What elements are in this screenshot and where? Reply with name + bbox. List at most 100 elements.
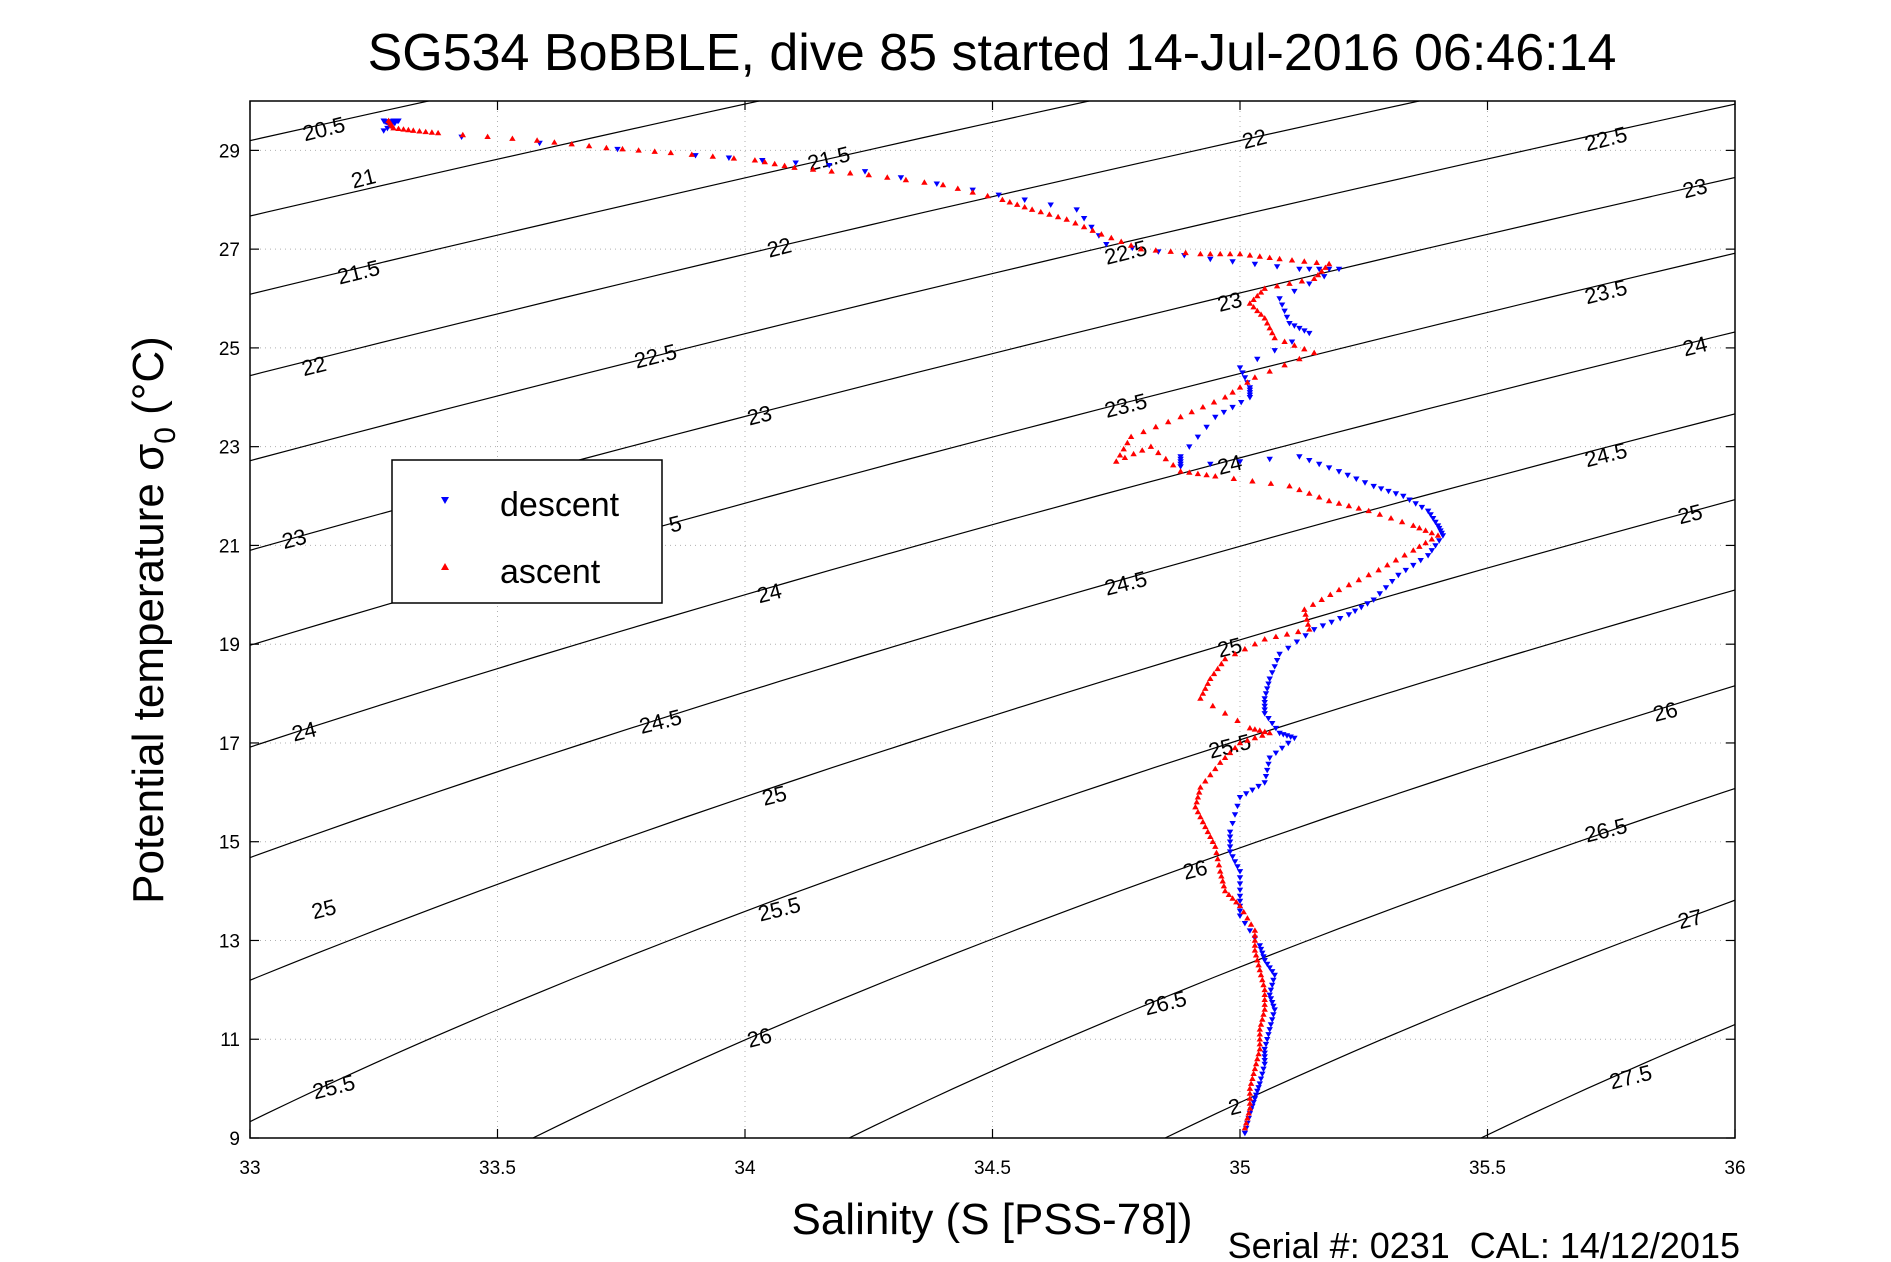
ascent-point — [751, 157, 759, 163]
ascent-point — [1375, 566, 1382, 573]
ascent-point — [1311, 349, 1318, 356]
ascent-point — [1212, 473, 1219, 479]
ascent-point — [585, 142, 593, 149]
ascent-point — [1113, 458, 1120, 464]
ascent-point — [1108, 234, 1115, 241]
ascent-point — [1244, 1115, 1251, 1121]
descent-point — [1265, 716, 1272, 722]
descent-point — [1285, 740, 1292, 747]
ascent-point — [1203, 471, 1210, 478]
ascent-point — [1322, 264, 1329, 270]
descent-point — [1316, 266, 1323, 273]
ascent-point — [1256, 1036, 1263, 1042]
ascent-point — [635, 147, 642, 153]
descent-point — [759, 158, 766, 164]
ascent-point — [1291, 342, 1298, 348]
descent-point — [1276, 651, 1283, 658]
ascent-point — [1259, 732, 1266, 738]
descent-point — [1353, 476, 1360, 482]
ascent-point — [1236, 384, 1244, 390]
ascent-point — [1240, 908, 1247, 915]
descent-point — [1236, 365, 1244, 371]
ascent-point — [1221, 754, 1229, 760]
ascent-point — [1327, 591, 1334, 597]
ascent-point — [1416, 524, 1423, 531]
descent-point — [1265, 681, 1272, 687]
descent-point — [1256, 943, 1263, 949]
ascent-point — [1303, 616, 1310, 622]
ascent-point — [1186, 469, 1193, 475]
ascent-point — [434, 129, 442, 136]
ascent-point — [1313, 259, 1320, 265]
ascent-point — [847, 170, 854, 176]
ascent-point — [1037, 208, 1044, 215]
ascent-point — [1217, 250, 1224, 257]
descent-point — [1335, 469, 1343, 475]
descent-point — [792, 160, 799, 166]
ascent-point — [410, 127, 417, 133]
descent-point — [1261, 711, 1268, 717]
ascent-point — [1261, 986, 1268, 993]
ascent-point — [1236, 902, 1244, 909]
ascent-point — [1177, 468, 1184, 474]
ascent-point — [1204, 828, 1211, 835]
ascent-point — [1197, 695, 1204, 701]
isopycnal-label: 5 — [666, 510, 684, 537]
ascent-point — [1261, 1006, 1268, 1012]
ascent-point — [1167, 248, 1174, 254]
descent-point — [1266, 676, 1273, 682]
ascent-point — [1194, 470, 1202, 477]
ascent-point — [1197, 784, 1204, 790]
descent-point — [1395, 572, 1402, 579]
descent-series — [380, 118, 1447, 1137]
ascent-point — [1241, 1124, 1249, 1131]
descent-point — [1361, 480, 1369, 486]
ascent-point — [1120, 445, 1127, 452]
descent-point — [1252, 1092, 1260, 1098]
ascent-point — [1259, 976, 1266, 983]
ascent-point — [509, 135, 516, 141]
ascent-point — [1296, 355, 1303, 362]
descent-point — [1272, 725, 1280, 732]
descent-point — [1261, 1054, 1268, 1060]
ascent-point — [1194, 794, 1202, 800]
descent-point — [1236, 875, 1244, 881]
descent-point — [1226, 844, 1234, 850]
ascent-point — [1212, 843, 1219, 849]
descent-point — [1410, 562, 1417, 569]
ascent-point — [1246, 1095, 1254, 1101]
ascent-point — [1210, 670, 1218, 677]
ascent-point — [1243, 1120, 1250, 1126]
descent-point — [1231, 859, 1239, 865]
ascent-point — [1301, 258, 1308, 264]
ascent-point — [1118, 238, 1125, 244]
ascent-point — [1283, 631, 1291, 637]
ascent-point — [1202, 778, 1209, 784]
ascent-point — [1199, 404, 1207, 410]
ascent-point — [1244, 915, 1251, 921]
ascent-point — [984, 192, 991, 199]
descent-point — [1264, 686, 1271, 692]
ascent-point — [1155, 449, 1162, 456]
ascent-point — [1250, 304, 1257, 310]
x-tick-label: 34.5 — [974, 1158, 1011, 1179]
descent-point — [1266, 755, 1273, 761]
descent-point — [1269, 721, 1276, 727]
descent-point — [1269, 1017, 1276, 1023]
ascent-point — [1365, 571, 1372, 578]
ascent-point — [1054, 213, 1062, 220]
isopycnal-label: 23 — [1680, 173, 1710, 203]
ascent-point — [1266, 325, 1273, 331]
isopycnal-line — [1163, 899, 1735, 1138]
x-tick-label: 35 — [1229, 1158, 1250, 1179]
ascent-point — [1251, 932, 1259, 938]
ascent-point — [1288, 257, 1296, 263]
descent-point — [1306, 458, 1313, 464]
ascent-point — [1152, 423, 1159, 430]
descent-point — [1406, 497, 1413, 503]
descent-point — [1264, 1037, 1271, 1043]
legend: descent ascent — [391, 459, 663, 604]
ascent-point — [1325, 260, 1333, 267]
ascent-point — [1233, 899, 1240, 905]
ascent-point — [884, 174, 891, 180]
